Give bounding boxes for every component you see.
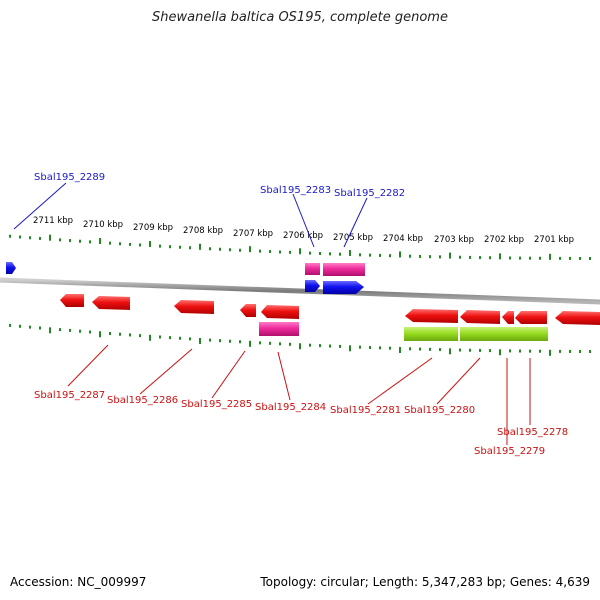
ruler-ticks-top: [9, 234, 591, 260]
gene-arrow-sbal195-2284[interactable]: [261, 305, 299, 319]
gene-arrow[interactable]: [240, 304, 256, 317]
reverse-features: [60, 294, 600, 341]
leader-line: [436, 357, 481, 405]
gene-arrow[interactable]: [502, 311, 514, 324]
reverse-leader-lines: [67, 344, 531, 445]
leader-line: [292, 193, 315, 248]
genome-backbone: [0, 277, 600, 305]
leader-line: [13, 182, 67, 230]
gene-label-sbal195-2282[interactable]: Sbal195_2282: [334, 188, 405, 199]
forward-gene-labels: Sbal195_2289 Sbal195_2283 Sbal195_2282: [34, 172, 405, 199]
ruler-label-2703: 2703 kbp: [434, 235, 474, 245]
gene-arrow-sbal195-2280[interactable]: [460, 310, 500, 324]
feature-block[interactable]: [460, 327, 548, 341]
forward-features: [6, 262, 365, 294]
gene-arrow-sbal195-2289[interactable]: [6, 262, 16, 274]
gene-label-sbal195-2281[interactable]: Sbal195_2281: [330, 405, 401, 416]
ruler-label-2708: 2708 kbp: [183, 226, 223, 236]
ruler-label-2706: 2706 kbp: [283, 231, 323, 241]
gene-label-sbal195-2285[interactable]: Sbal195_2285: [181, 399, 252, 410]
gene-label-sbal195-2278[interactable]: Sbal195_2278: [497, 427, 568, 438]
ruler-labels: 2711 kbp 2710 kbp 2709 kbp 2708 kbp 2707…: [33, 216, 574, 245]
gene-label-sbal195-2280[interactable]: Sbal195_2280: [404, 405, 475, 416]
ruler-label-2709: 2709 kbp: [133, 223, 173, 233]
ruler-label-2701: 2701 kbp: [534, 235, 574, 245]
ruler-ticks-bottom: [9, 323, 591, 356]
gene-arrow[interactable]: [555, 311, 600, 325]
ruler-label-2705: 2705 kbp: [333, 233, 373, 243]
leader-line: [343, 197, 368, 248]
ruler-label-2704: 2704 kbp: [383, 234, 423, 244]
gene-arrow-sbal195-2286[interactable]: [92, 296, 130, 310]
map-title: Shewanella baltica OS195, complete genom…: [152, 10, 448, 25]
gene-arrow-sbal195-2285[interactable]: [174, 300, 214, 314]
ruler-label-2707: 2707 kbp: [233, 229, 273, 239]
forward-leader-lines: [13, 182, 368, 248]
reverse-gene-labels: Sbal195_2287 Sbal195_2286 Sbal195_2285 S…: [34, 390, 568, 457]
gene-arrow-sbal195-2287[interactable]: [60, 294, 84, 307]
gene-label-sbal195-2289[interactable]: Sbal195_2289: [34, 172, 105, 183]
ruler-label-2710: 2710 kbp: [83, 220, 123, 230]
ruler-label-2702: 2702 kbp: [484, 235, 524, 245]
gene-label-sbal195-2287[interactable]: Sbal195_2287: [34, 390, 105, 401]
gene-label-sbal195-2279[interactable]: Sbal195_2279: [474, 446, 545, 457]
topology-text: Topology: circular; Length: 5,347,283 bp…: [260, 575, 590, 589]
gene-label-sbal195-2283[interactable]: Sbal195_2283: [260, 185, 331, 196]
leader-line: [139, 348, 193, 395]
gene-label-sbal195-2286[interactable]: Sbal195_2286: [107, 395, 178, 406]
gene-arrow-sbal195-2283[interactable]: [305, 280, 320, 292]
leader-line: [211, 350, 246, 399]
gene-arrow[interactable]: [515, 311, 547, 324]
gene-label-sbal195-2284[interactable]: Sbal195_2284: [255, 402, 326, 413]
ruler-label-2711: 2711 kbp: [33, 216, 73, 226]
feature-block[interactable]: [305, 263, 320, 275]
feature-block[interactable]: [404, 327, 458, 341]
gene-arrow-sbal195-2281[interactable]: [405, 309, 458, 323]
leader-line: [277, 351, 291, 401]
leader-line: [67, 344, 109, 387]
feature-block[interactable]: [259, 322, 299, 336]
gene-arrow-sbal195-2282[interactable]: [323, 281, 364, 294]
leader-line: [367, 357, 433, 405]
accession-text: Accession: NC_009997: [10, 575, 147, 589]
feature-block[interactable]: [323, 263, 365, 276]
